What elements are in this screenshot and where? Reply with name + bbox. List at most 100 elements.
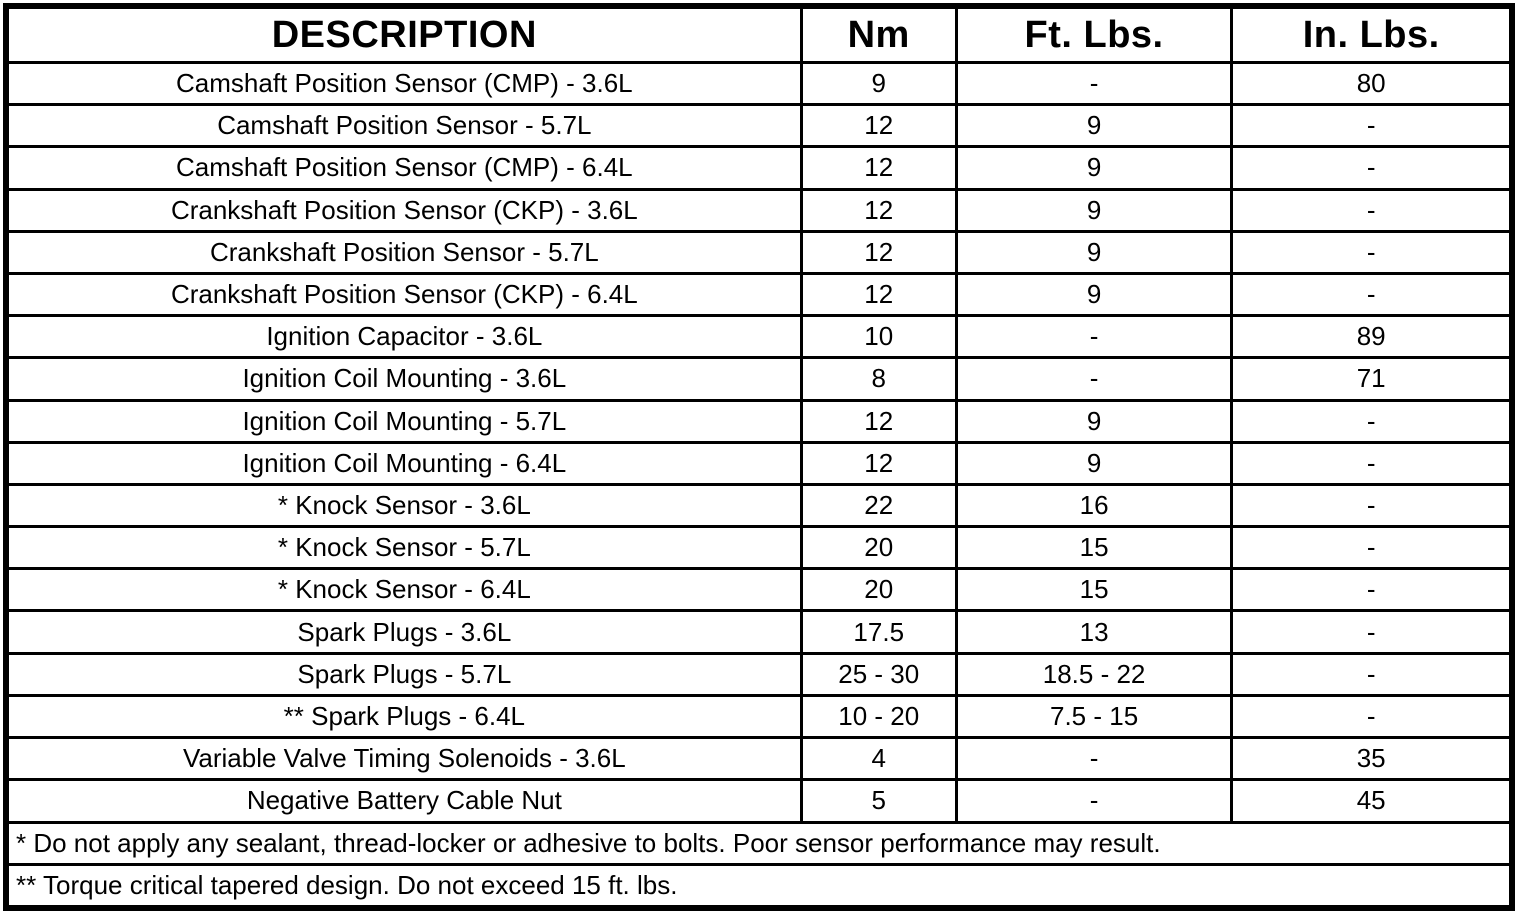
- row-ft-lbs-value: 9: [954, 271, 1234, 318]
- row-ft-lbs-value: -: [954, 356, 1234, 402]
- row-ft-lbs-value: 9: [954, 229, 1234, 275]
- column-header-in-lbs: In. Lbs.: [1230, 4, 1514, 64]
- table-header-row: DESCRIPTION Nm Ft. Lbs. In. Lbs.: [4, 4, 1514, 64]
- row-nm-value: 9: [799, 60, 958, 107]
- table-row: Crankshaft Position Sensor - 5.7L 12 9-: [4, 229, 1514, 275]
- row-description: Spark Plugs - 3.6L: [4, 609, 803, 655]
- table-row: Ignition Coil Mounting - 6.4L 12 9-: [4, 440, 1514, 486]
- row-ft-lbs-value: -: [954, 60, 1234, 107]
- row-description: * Knock Sensor - 6.4L: [4, 567, 803, 613]
- table-row: Ignition Coil Mounting - 5.7L 12 9-: [4, 398, 1514, 444]
- row-description: Ignition Coil Mounting - 3.6L: [4, 356, 803, 402]
- table-row: * Knock Sensor - 5.7L 20 15-: [4, 525, 1514, 571]
- row-in-lbs-value: -: [1230, 398, 1514, 444]
- row-ft-lbs-value: 18.5 - 22: [954, 651, 1234, 697]
- table-row: * Knock Sensor - 6.4L 20 15-: [4, 567, 1514, 613]
- footnote-text: ** Torque critical tapered design. Do no…: [4, 862, 1514, 910]
- row-ft-lbs-value: -: [954, 735, 1234, 782]
- table-row: ** Spark Plugs - 6.4L 10 - 20 7.5 - 15-: [4, 693, 1514, 740]
- footnote-rows: * Do not apply any sealant, thread-locke…: [4, 820, 1514, 910]
- row-description: Crankshaft Position Sensor - 5.7L: [4, 229, 803, 275]
- column-header-ft-lbs: Ft. Lbs.: [954, 4, 1234, 64]
- row-description: Variable Valve Timing Solenoids - 3.6L: [4, 735, 803, 782]
- row-ft-lbs-value: 9: [954, 398, 1234, 444]
- row-nm-value: 12: [799, 398, 958, 444]
- row-description: Ignition Coil Mounting - 5.7L: [4, 398, 803, 444]
- row-ft-lbs-value: 9: [954, 145, 1234, 191]
- row-in-lbs-value: 35: [1230, 735, 1514, 782]
- footnote-text: * Do not apply any sealant, thread-locke…: [4, 820, 1514, 866]
- table-row: Camshaft Position Sensor (CMP) - 6.4L 12 9…: [4, 145, 1514, 191]
- row-nm-value: 12: [799, 103, 958, 149]
- row-description: Crankshaft Position Sensor (CKP) - 3.6L: [4, 187, 803, 233]
- row-in-lbs-value: 80: [1230, 60, 1514, 107]
- row-in-lbs-value: 89: [1230, 314, 1514, 360]
- table-row: Camshaft Position Sensor (CMP) - 3.6L 9-8…: [4, 60, 1514, 107]
- row-description: Camshaft Position Sensor - 5.7L: [4, 103, 803, 149]
- table-row: Spark Plugs - 3.6L 17.5 13-: [4, 609, 1514, 655]
- row-description: * Knock Sensor - 5.7L: [4, 525, 803, 571]
- table-row: Ignition Coil Mounting - 3.6L 8-71: [4, 356, 1514, 402]
- row-nm-value: 17.5: [799, 609, 958, 655]
- row-in-lbs-value: -: [1230, 229, 1514, 275]
- row-description: Ignition Capacitor - 3.6L: [4, 314, 803, 360]
- row-in-lbs-value: -: [1230, 187, 1514, 233]
- row-ft-lbs-value: 15: [954, 567, 1234, 613]
- row-nm-value: 12: [799, 187, 958, 233]
- row-nm-value: 22: [799, 482, 958, 529]
- row-description: Ignition Coil Mounting - 6.4L: [4, 440, 803, 486]
- row-ft-lbs-value: 16: [954, 482, 1234, 529]
- footnote-row: ** Torque critical tapered design. Do no…: [4, 862, 1514, 910]
- row-ft-lbs-value: 9: [954, 103, 1234, 149]
- row-nm-value: 20: [799, 525, 958, 571]
- table-row: * Knock Sensor - 3.6L 22 16-: [4, 482, 1514, 529]
- row-in-lbs-value: -: [1230, 525, 1514, 571]
- row-description: Crankshaft Position Sensor (CKP) - 6.4L: [4, 271, 803, 318]
- row-description: Camshaft Position Sensor (CMP) - 6.4L: [4, 145, 803, 191]
- table-row: Spark Plugs - 5.7L 25 - 30 18.5 - 22-: [4, 651, 1514, 697]
- row-in-lbs-value: 45: [1230, 778, 1514, 824]
- row-description: Negative Battery Cable Nut: [4, 778, 803, 824]
- row-description: ** Spark Plugs - 6.4L: [4, 693, 803, 740]
- spec-rows: Camshaft Position Sensor (CMP) - 3.6L 9-8…: [4, 60, 1514, 824]
- row-in-lbs-value: -: [1230, 103, 1514, 149]
- row-ft-lbs-value: -: [954, 778, 1234, 824]
- table-row: Crankshaft Position Sensor (CKP) - 6.4L 1…: [4, 271, 1514, 318]
- torque-spec-table: DESCRIPTION Nm Ft. Lbs. In. Lbs. Camshaf…: [3, 3, 1515, 911]
- row-in-lbs-value: -: [1230, 567, 1514, 613]
- row-ft-lbs-value: 7.5 - 15: [954, 693, 1234, 740]
- row-nm-value: 8: [799, 356, 958, 402]
- row-ft-lbs-value: 9: [954, 187, 1234, 233]
- row-description: * Knock Sensor - 3.6L: [4, 482, 803, 529]
- row-ft-lbs-value: 9: [954, 440, 1234, 486]
- column-header-description: DESCRIPTION: [4, 4, 803, 64]
- row-in-lbs-value: -: [1230, 440, 1514, 486]
- row-in-lbs-value: 71: [1230, 356, 1514, 402]
- row-nm-value: 20: [799, 567, 958, 613]
- row-ft-lbs-value: 15: [954, 525, 1234, 571]
- row-ft-lbs-value: -: [954, 314, 1234, 360]
- row-nm-value: 12: [799, 271, 958, 318]
- row-nm-value: 4: [799, 735, 958, 782]
- table-row: Negative Battery Cable Nut 5-45: [4, 778, 1514, 824]
- row-nm-value: 10: [799, 314, 958, 360]
- table-row: Variable Valve Timing Solenoids - 3.6L 4-…: [4, 735, 1514, 782]
- row-nm-value: 10 - 20: [799, 693, 958, 740]
- footnote-row: * Do not apply any sealant, thread-locke…: [4, 820, 1514, 866]
- row-in-lbs-value: -: [1230, 609, 1514, 655]
- row-nm-value: 5: [799, 778, 958, 824]
- row-in-lbs-value: -: [1230, 693, 1514, 740]
- row-description: Spark Plugs - 5.7L: [4, 651, 803, 697]
- row-nm-value: 25 - 30: [799, 651, 958, 697]
- row-in-lbs-value: -: [1230, 482, 1514, 529]
- column-header-nm: Nm: [799, 4, 958, 64]
- table-row: Camshaft Position Sensor - 5.7L 12 9-: [4, 103, 1514, 149]
- table-row: Ignition Capacitor - 3.6L 10-89: [4, 314, 1514, 360]
- table-row: Crankshaft Position Sensor (CKP) - 3.6L 1…: [4, 187, 1514, 233]
- row-description: Camshaft Position Sensor (CMP) - 3.6L: [4, 60, 803, 107]
- row-ft-lbs-value: 13: [954, 609, 1234, 655]
- row-nm-value: 12: [799, 229, 958, 275]
- row-nm-value: 12: [799, 145, 958, 191]
- row-in-lbs-value: -: [1230, 145, 1514, 191]
